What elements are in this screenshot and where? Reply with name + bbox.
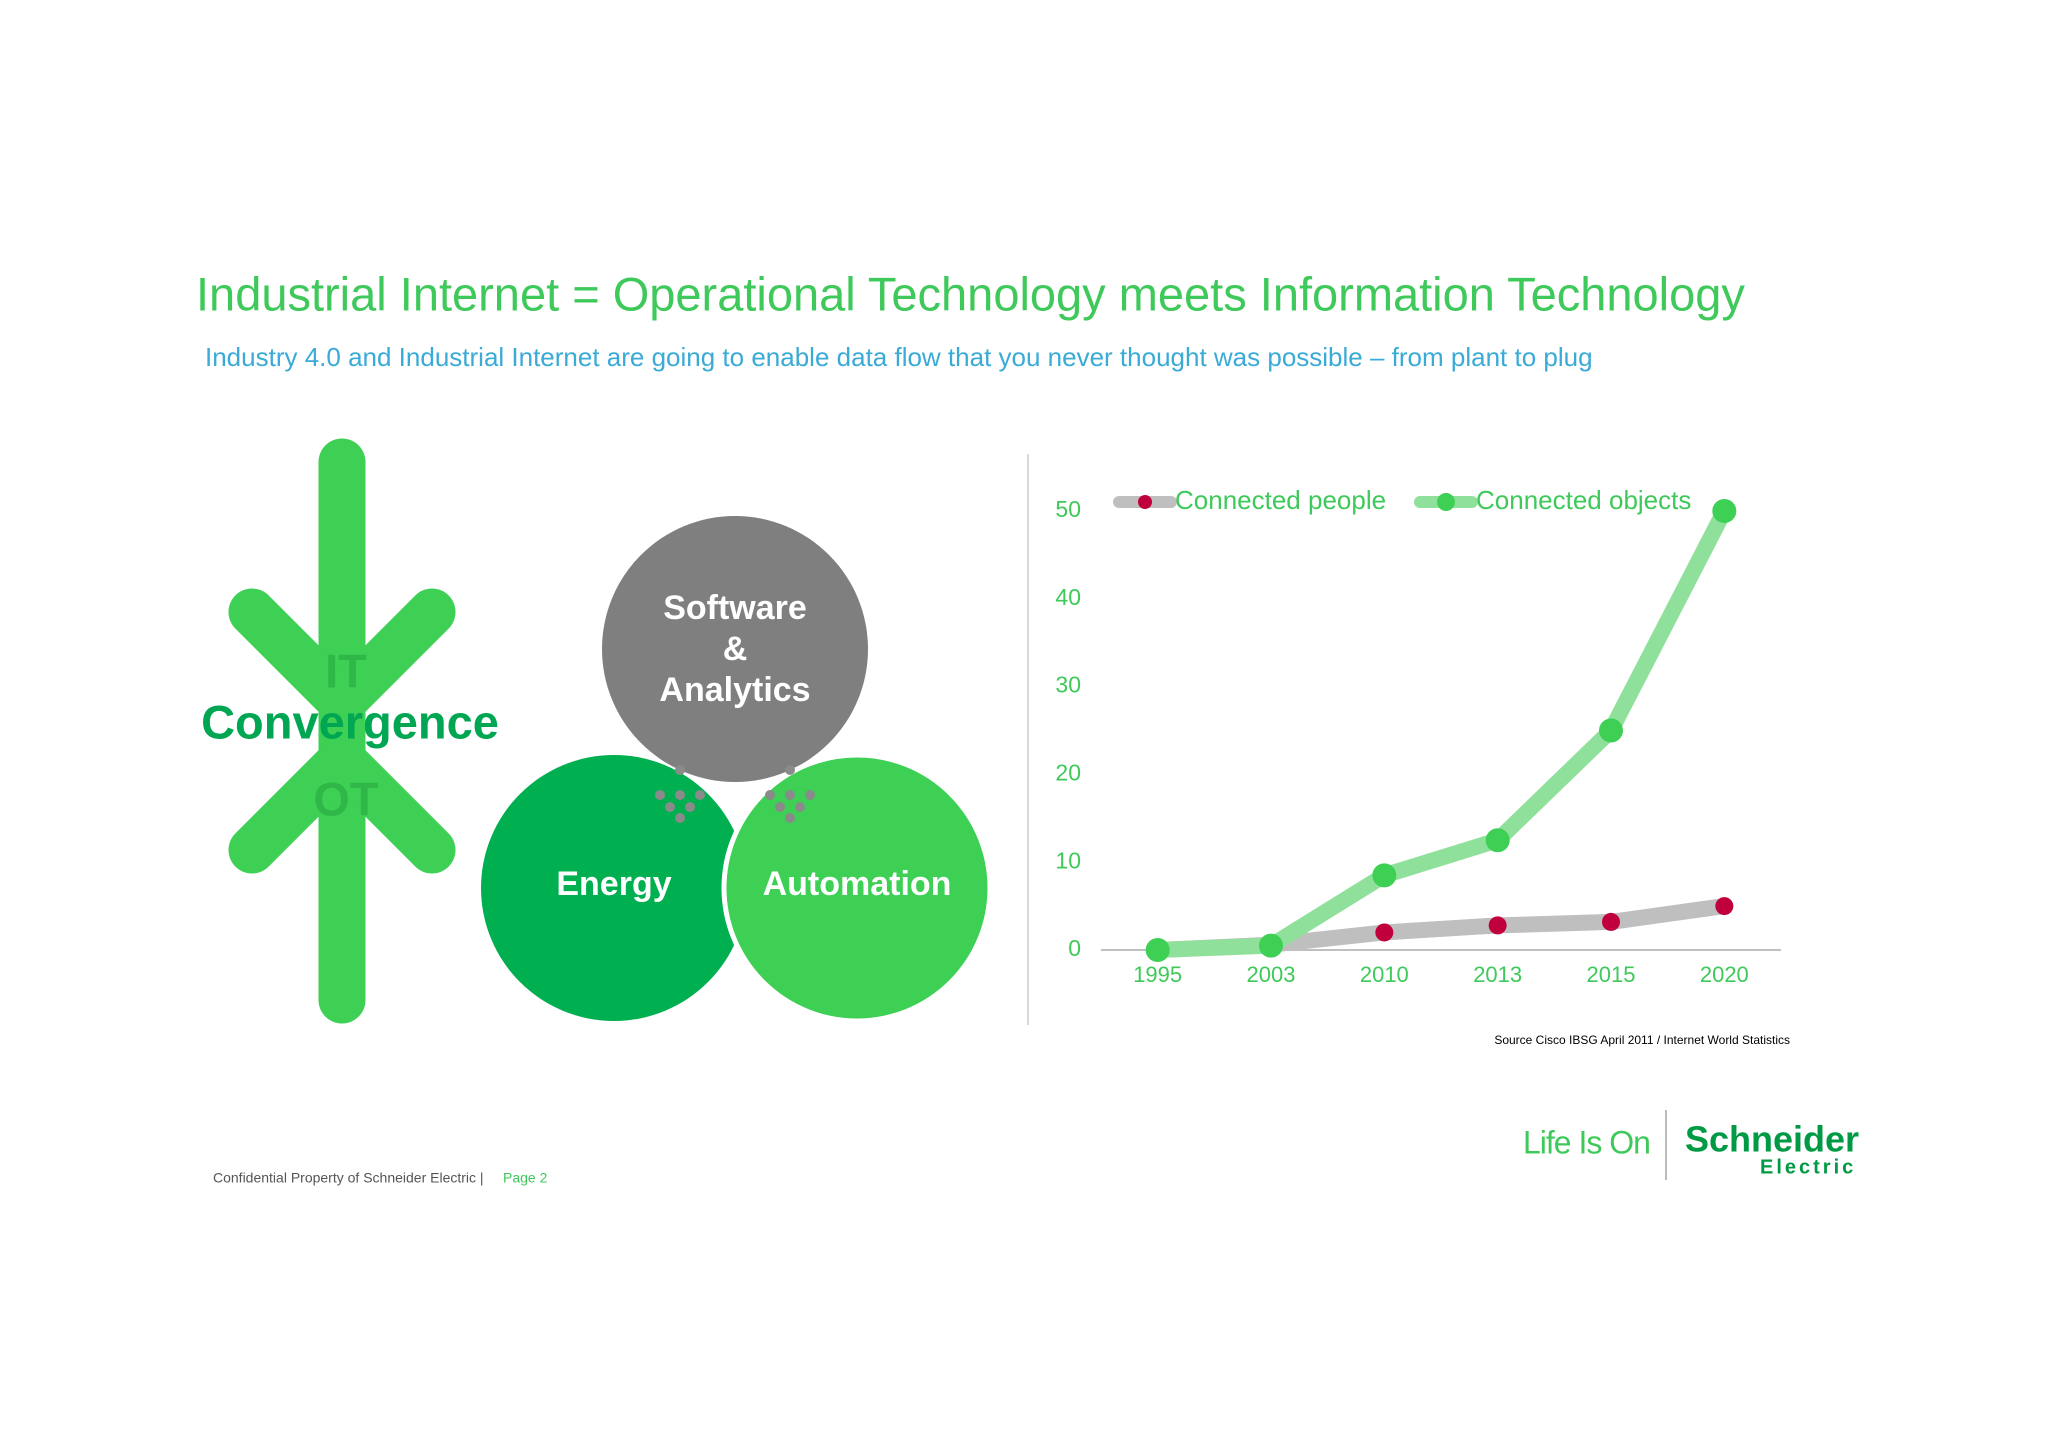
y-tick-label: 20 [1055,759,1081,785]
circle-label: & [723,630,748,668]
data-point [1259,933,1283,958]
data-point [1145,938,1170,962]
footer-page: Page 2 [503,1170,548,1186]
chart: 0 10 20 30 40 50 1995 2003 2010 2013 2015 2020 Conne… [1055,485,1781,987]
it-label: IT [325,644,367,697]
y-tick-label: 50 [1055,496,1081,522]
convergence-arrows [228,438,456,1024]
circle-label: Analytics [659,671,810,709]
x-tick-label: 1995 [1133,962,1182,987]
y-tick-label: 30 [1055,672,1081,698]
data-point [1372,863,1397,888]
series-line [1149,503,1733,958]
circle-label: Software [663,589,807,627]
data-point [1602,912,1620,931]
circle-label: Energy [556,865,671,903]
legend-marker [1138,495,1152,509]
ot-label: OT [313,772,379,825]
data-point [1488,916,1507,935]
software-circle [602,516,868,782]
x-tick-label: 2015 [1587,962,1636,987]
x-tick-label: 2013 [1473,962,1522,987]
legend-label: Connected people [1175,485,1386,515]
logo-brand-sub: Electric [1760,1156,1856,1178]
data-point [1599,718,1623,743]
y-tick-label: 0 [1068,935,1081,961]
legend-marker [1437,493,1455,511]
convergence-label: Convergence [201,695,499,748]
data-point [1485,828,1510,853]
x-tick-label: 2020 [1700,962,1749,987]
legend-label: Connected objects [1476,485,1691,515]
chart-source: Source Cisco IBSG April 2011 / Internet … [1494,1033,1790,1047]
logo-tagline: Life Is On [1523,1124,1650,1160]
x-tick-label: 2010 [1360,962,1409,987]
data-point [1712,499,1737,523]
data-point [1715,897,1734,916]
connector-dots [655,765,815,823]
footer-confidential: Confidential Property of Schneider Elect… [213,1170,484,1186]
y-tick-label: 10 [1055,847,1081,873]
slide-subtitle: Industry 4.0 and Industrial Internet are… [205,342,1593,372]
slide-title: Industrial Internet = Operational Techno… [196,267,1745,320]
circle-label: Automation [763,865,952,903]
logo-brand: Schneider [1685,1119,1859,1160]
y-tick-label: 40 [1055,584,1081,610]
x-tick-label: 2003 [1247,962,1296,987]
data-point [1375,923,1394,942]
